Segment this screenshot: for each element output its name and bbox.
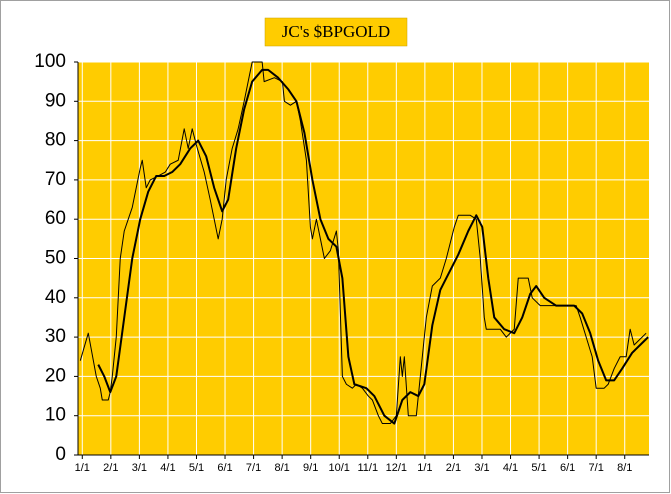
y-tick-label: 100 — [34, 51, 66, 72]
x-tick-label: 5/1 — [189, 462, 204, 474]
x-tick-label: 4/1 — [160, 462, 175, 474]
y-tick-label: 70 — [45, 169, 66, 190]
x-tick-label: 6/1 — [217, 462, 232, 474]
x-tick-label: 5/1 — [531, 462, 546, 474]
x-tick-label: 3/1 — [474, 462, 489, 474]
y-tick-label: 40 — [45, 287, 66, 308]
y-tick-label: 80 — [45, 130, 66, 151]
y-tick-label: 90 — [45, 90, 66, 111]
series-line — [97, 68, 649, 425]
x-tick-label: 1/1 — [417, 462, 432, 474]
x-tick-label: 1/1 — [75, 462, 90, 474]
x-tick-label: 10/1 — [329, 462, 350, 474]
y-tick-label: 60 — [45, 208, 66, 229]
x-tick-label: 2/1 — [103, 462, 118, 474]
y-tick-label: 10 — [45, 405, 66, 426]
y-tick-label: 20 — [45, 365, 66, 386]
x-tick-label: 7/1 — [589, 462, 604, 474]
y-tick-label: 30 — [45, 326, 66, 347]
x-tick-label: 3/1 — [132, 462, 147, 474]
x-tick-label: 12/1 — [386, 462, 407, 474]
x-tick-label: 11/1 — [357, 462, 378, 474]
x-tick-label: 8/1 — [274, 462, 289, 474]
y-tick-label: 0 — [55, 444, 66, 465]
x-tick-label: 8/1 — [617, 462, 632, 474]
plot-area: 0 10 20 30 40 50 60 70 80 90 100 1/1 2/1 3/1 4/1 5/1 6/1… — [34, 51, 649, 474]
y-tick-label: 50 — [45, 248, 66, 269]
x-tick-label: 2/1 — [446, 462, 461, 474]
x-tick-label: 9/1 — [303, 462, 318, 474]
x-tick-label: 7/1 — [246, 462, 261, 474]
x-tick-label: 6/1 — [560, 462, 575, 474]
title-box — [264, 17, 408, 47]
chart-title: JC's $BPGOLD — [282, 22, 390, 41]
x-tick-label: 4/1 — [503, 462, 518, 474]
